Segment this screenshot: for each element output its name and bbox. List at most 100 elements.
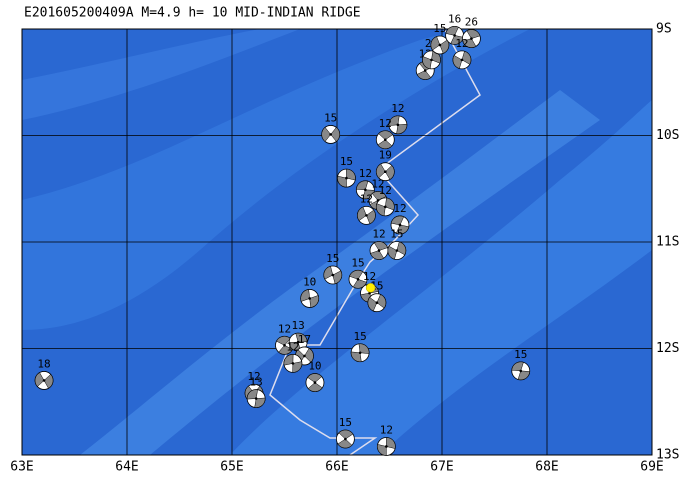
p-axis [345, 176, 348, 180]
y-tick-label: 13S [656, 448, 679, 463]
focal-mechanism [367, 293, 387, 313]
p-axis [291, 362, 295, 365]
depth-label: 15 [351, 256, 364, 269]
depth-label: 12 [247, 370, 260, 383]
p-axis [303, 354, 306, 358]
x-tick-label: 68E [535, 460, 558, 475]
p-axis [254, 397, 258, 400]
focal-mechanism [283, 354, 303, 373]
depth-label: 15 [390, 228, 403, 241]
focal-mechanism [375, 130, 395, 150]
p-axis [308, 297, 312, 300]
depth-label: 12 [379, 184, 392, 197]
compression-quadrant [390, 215, 410, 235]
p-axis [453, 34, 456, 37]
focal-mechanism [348, 269, 368, 289]
focal-mechanism [388, 115, 408, 135]
p-axis [385, 445, 388, 448]
p-axis [329, 133, 333, 136]
focal-mechanism [387, 241, 407, 260]
depth-label: 12 [391, 102, 404, 115]
x-tick-label: 63E [10, 460, 33, 475]
focal-mechanism [335, 429, 355, 449]
x-tick-label: 65E [220, 460, 243, 475]
focal-mechanism [369, 241, 389, 260]
p-axis [384, 170, 387, 174]
p-axis [460, 58, 464, 62]
depth-label: 12 [455, 37, 468, 50]
depth-label: 12 [363, 270, 376, 283]
p-axis [375, 301, 379, 305]
depth-label: 15 [353, 330, 366, 343]
p-axis [358, 351, 362, 355]
focal-mechanism [356, 205, 376, 225]
depth-label: 15 [514, 348, 527, 361]
focal-mechanism [430, 35, 450, 55]
x-tick-label: 66E [325, 460, 348, 475]
p-axis [470, 37, 473, 40]
p-axis [395, 249, 399, 252]
depth-label: 16 [448, 12, 461, 25]
x-tick-label: 69E [640, 460, 663, 475]
p-axis [396, 123, 400, 127]
p-axis [438, 43, 442, 47]
p-axis [283, 344, 286, 347]
focal-mechanism [246, 389, 266, 408]
focal-mechanism [461, 29, 481, 48]
y-tick-label: 9S [656, 22, 672, 37]
depth-label: 12 [379, 117, 392, 130]
focal-mechanism [288, 332, 308, 352]
focal-mechanism [390, 215, 410, 235]
depth-label: 15 [433, 22, 446, 35]
depth-label: 18 [37, 357, 50, 370]
y-tick-label: 12S [656, 341, 679, 356]
x-tick-label: 64E [115, 460, 138, 475]
depth-label: 10 [303, 275, 316, 288]
depth-label: 15 [339, 416, 352, 429]
depth-label: 10 [308, 360, 321, 373]
p-axis [296, 340, 300, 344]
depth-label: 17 [298, 333, 311, 346]
focal-mechanism [422, 50, 441, 70]
focal-mechanism [300, 289, 320, 308]
focal-mechanism [323, 265, 343, 285]
depth-label: 13 [292, 319, 305, 332]
p-axis [364, 188, 367, 192]
depth-label: 12 [393, 202, 406, 215]
focal-mechanism [452, 50, 472, 70]
y-tick-label: 10S [656, 128, 679, 143]
p-axis [423, 69, 427, 72]
p-axis [42, 379, 46, 382]
depth-label: 26 [465, 16, 478, 29]
x-tick-label: 67E [430, 460, 453, 475]
focal-mechanism [511, 361, 531, 381]
p-axis [344, 437, 347, 441]
depth-label: 12 [359, 167, 372, 180]
map-title: E201605200409A M=4.9 h= 10 MID-INDIAN RI… [24, 6, 361, 21]
focal-mechanism [375, 162, 395, 182]
depth-label: 15 [340, 155, 353, 168]
focal-mechanism [337, 168, 356, 188]
depth-label: 15 [324, 111, 337, 124]
p-axis [430, 58, 433, 62]
focal-mechanism [350, 343, 370, 363]
focal-mechanism [445, 25, 465, 45]
depth-label: 12 [278, 322, 291, 335]
p-axis [365, 214, 368, 217]
p-axis [384, 138, 387, 142]
depth-label: 12 [286, 340, 299, 353]
p-axis [377, 249, 381, 252]
depth-label: 12 [380, 423, 393, 436]
focal-mechanism [321, 125, 341, 144]
epicenter [365, 283, 376, 293]
depth-label: 13 [250, 376, 263, 389]
depth-label: 15 [326, 252, 339, 265]
focal-mechanism [305, 373, 325, 392]
focal-mechanism [376, 437, 396, 456]
depth-label: 12 [360, 192, 373, 205]
y-tick-label: 11S [656, 235, 679, 250]
compression-quadrant [337, 429, 354, 449]
depth-label: 19 [379, 149, 392, 162]
p-axis [519, 369, 523, 373]
focal-mechanism [375, 197, 395, 217]
